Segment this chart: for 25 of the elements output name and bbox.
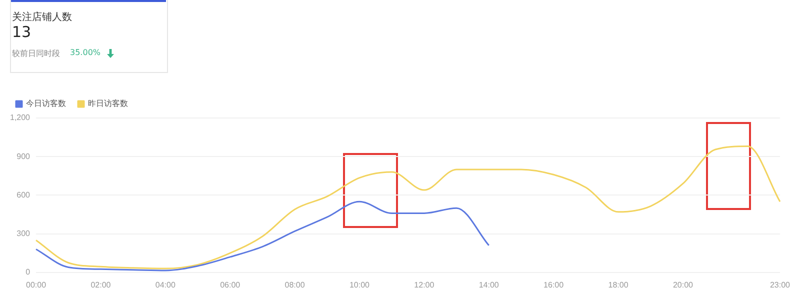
line-series xyxy=(35,146,781,270)
text: 35.00% xyxy=(70,48,101,57)
x-tick-label: 06:00 xyxy=(220,280,241,290)
text: 13 xyxy=(12,23,32,41)
y-tick-label: 0 xyxy=(26,268,31,277)
y-tick-label: 600 xyxy=(16,190,31,200)
x-tick-label: 00:00 xyxy=(26,280,47,290)
y-tick-label: 900 xyxy=(16,152,31,161)
line-series xyxy=(35,200,490,272)
x-tick-label: 14:00 xyxy=(478,280,500,290)
x-tick-label: 12:00 xyxy=(414,280,435,290)
legend-label: 昨日访客数 xyxy=(88,99,128,108)
x-tick-label: 02:00 xyxy=(90,280,112,290)
x-tick-label: 20:00 xyxy=(672,280,694,290)
y-tick-label: 300 xyxy=(16,229,31,238)
x-tick-label: 04:00 xyxy=(155,280,176,290)
x-tick-label: 10:00 xyxy=(349,280,370,290)
x-tick-label: 23:00 xyxy=(770,280,791,290)
x-tick-label: 16:00 xyxy=(544,280,564,290)
legend-label: 今日访客数 xyxy=(26,99,66,108)
y-tick-label: 1,200 xyxy=(10,113,31,122)
x-tick-label: 18:00 xyxy=(608,280,629,290)
text: 较前日同时段 xyxy=(12,48,60,59)
text: 关注店铺人数 xyxy=(12,10,72,24)
x-tick-label: 08:00 xyxy=(284,280,306,290)
